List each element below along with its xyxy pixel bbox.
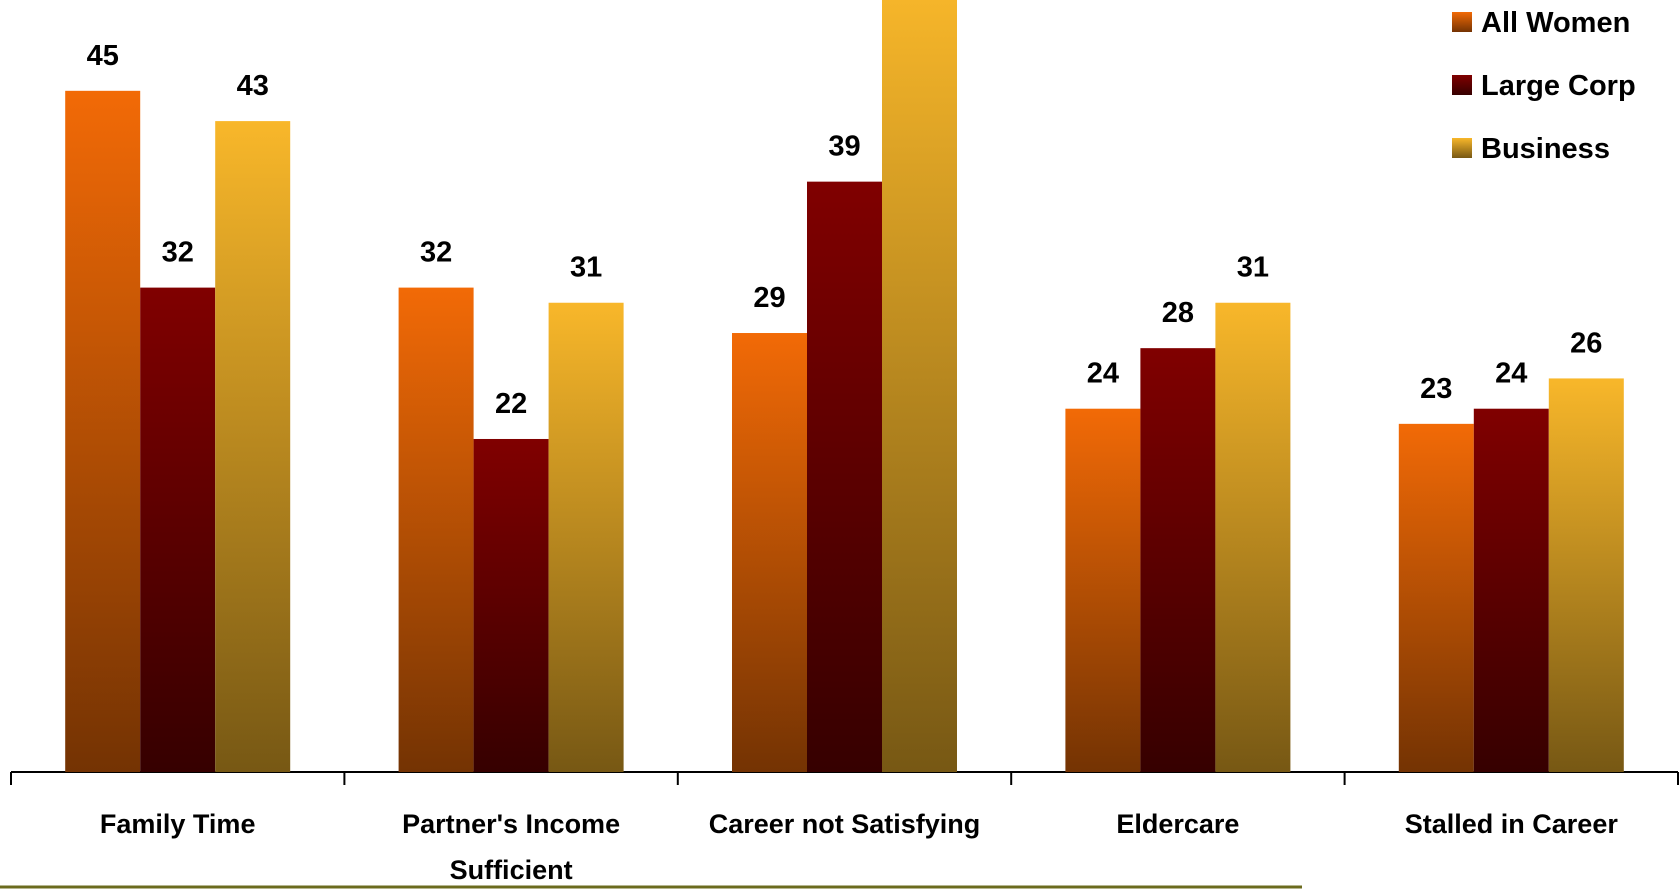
data-label: 32: [420, 237, 452, 269]
bar: [732, 333, 807, 772]
data-label: 24: [1495, 358, 1527, 390]
x-tick-label: Career not Satisfying: [708, 809, 981, 839]
data-label: 24: [1087, 358, 1119, 390]
legend-swatch: [1452, 12, 1472, 32]
x-tick-label: Family Time: [99, 809, 256, 839]
data-label: 43: [237, 70, 269, 102]
bar: [1398, 423, 1474, 772]
bar: [140, 287, 216, 772]
legend-label: All Women: [1481, 7, 1630, 39]
data-label: 31: [1237, 252, 1269, 284]
legend-swatch: [1452, 75, 1472, 95]
data-label: 22: [495, 388, 527, 420]
data-label: 39: [828, 131, 860, 163]
bar: [1473, 408, 1549, 772]
bar: [1140, 348, 1216, 772]
data-label: 45: [87, 40, 119, 72]
bar: [473, 438, 549, 772]
data-label: 28: [1162, 297, 1194, 329]
bar: [398, 287, 474, 772]
data-label: 32: [162, 237, 194, 269]
x-tick-label: Partner's Income Sufficient: [402, 809, 621, 885]
legend-swatch: [1452, 138, 1472, 158]
bar: [1065, 408, 1141, 772]
bar: [65, 90, 141, 772]
x-tick-label: Eldercare: [1116, 809, 1240, 839]
bar: [215, 121, 291, 773]
bar: [548, 302, 624, 772]
bar: [1548, 378, 1624, 772]
legend-label: Business: [1481, 133, 1610, 165]
bar: [1215, 302, 1291, 772]
x-tick-label: Stalled in Career: [1404, 809, 1618, 839]
bar: [882, 0, 957, 773]
legend-label: Large Corp: [1481, 70, 1636, 102]
bar: [807, 181, 882, 772]
data-label: 31: [570, 252, 602, 284]
data-label: 26: [1570, 327, 1602, 359]
data-label: 23: [1420, 373, 1452, 405]
data-label: 29: [753, 282, 785, 314]
